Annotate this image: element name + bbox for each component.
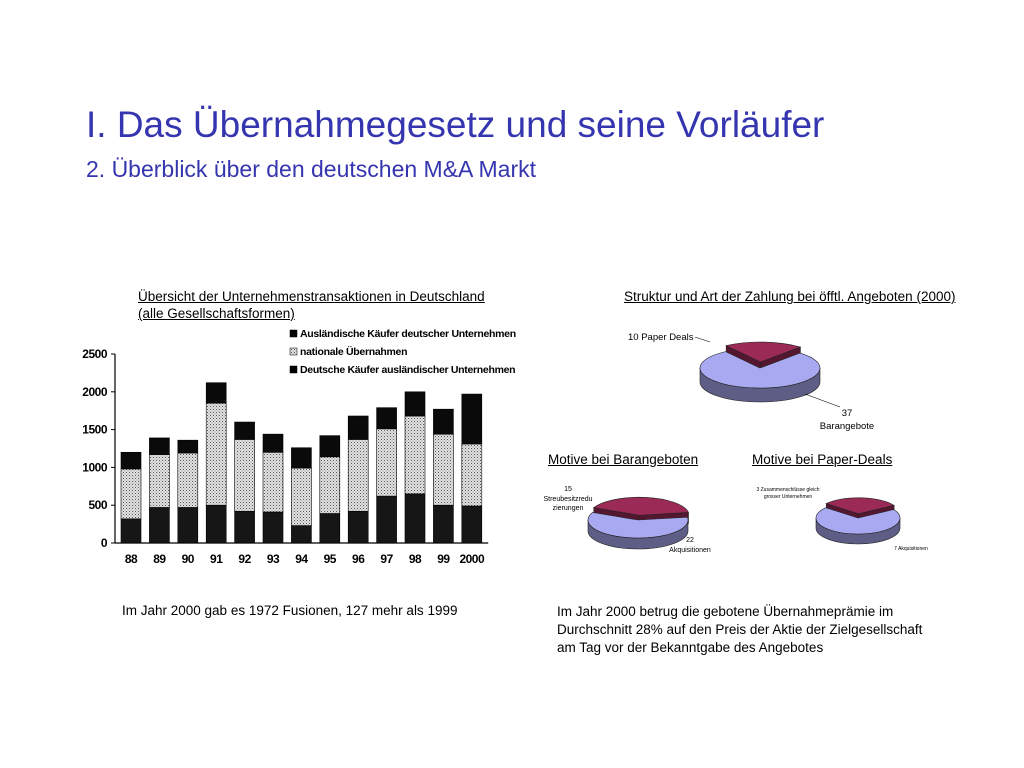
pie-slice-1: [587, 512, 689, 550]
legend-swatch: [289, 329, 298, 338]
premium-note: Im Jahr 2000 betrug die gebotene Übernah…: [557, 603, 922, 657]
x-tick-label: 95: [324, 552, 337, 566]
bar-segment-0: [149, 507, 170, 544]
pie-label: grosser Unternehmen: [764, 494, 813, 500]
pie-label: zierungen: [553, 505, 584, 512]
x-tick-label: 98: [409, 552, 422, 566]
pie-label: 22: [686, 537, 694, 544]
bar-segment-1: [177, 452, 199, 508]
bar-segment-2: [205, 382, 227, 404]
bar-segment-1: [262, 451, 284, 513]
slide-title: I. Das Übernahmegesetz und seine Vorläuf…: [86, 104, 825, 145]
x-tick-label: 97: [380, 552, 393, 566]
pie-label: 15: [564, 486, 572, 493]
x-tick-label: 99: [437, 552, 450, 566]
bar-segment-2: [177, 439, 199, 454]
y-tick-label: 1500: [82, 423, 108, 437]
payment-pie-chart: 10 Paper Deals 37 Barangebote: [628, 332, 874, 432]
paper-motives-title: Motive bei Paper-Deals: [752, 452, 893, 467]
bar-segment-0: [234, 510, 255, 544]
pie-label: Streubesitzredu: [543, 496, 592, 503]
bar-segment-2: [404, 391, 426, 417]
pie-label: Akquisitionen: [669, 547, 711, 554]
bar-segment-1: [433, 433, 454, 506]
bar-segment-2: [461, 393, 483, 445]
bar-segment-0: [205, 504, 227, 544]
bar-segment-2: [376, 407, 397, 430]
legend-label: nationale Übernahmen: [300, 345, 407, 358]
bar-chart-title: Übersicht der Unternehmenstransaktionen …: [138, 288, 485, 322]
x-tick-label: 91: [210, 552, 223, 566]
fusion-note: Im Jahr 2000 gab es 1972 Fusionen, 127 m…: [122, 603, 458, 618]
pie-label: Barangebote: [820, 421, 874, 432]
bar-segment-1: [234, 439, 255, 512]
bar-segment-0: [376, 495, 397, 544]
pie-label: 10 Paper Deals: [628, 332, 694, 343]
legend-swatch: [289, 347, 298, 356]
bar-segment-1: [205, 402, 227, 506]
bar-segment-1: [376, 428, 397, 497]
premium-note-line-1: Im Jahr 2000 betrug die gebotene Übernah…: [557, 604, 894, 619]
x-tick-label: 92: [238, 552, 251, 566]
legend-label: Ausländische Käufer deutscher Unternehme…: [300, 328, 516, 340]
bar-segment-1: [120, 468, 142, 520]
x-tick-label: 90: [182, 552, 195, 566]
legend-swatch: [289, 365, 298, 374]
bar-segment-1: [347, 439, 369, 512]
bar-segment-0: [291, 525, 312, 544]
bar-segment-2: [291, 447, 312, 469]
pie-slice-1: [815, 507, 901, 545]
bar-chart-title-line2: (alle Gesellschaftsformen): [138, 306, 295, 321]
x-tick-label: 94: [295, 552, 308, 566]
bar-segment-0: [262, 511, 284, 544]
premium-note-line-3: am Tag vor der Bekanntgabe des Angebotes: [557, 640, 824, 655]
y-tick-label: 1000: [82, 460, 108, 474]
bar-segment-1: [319, 456, 341, 514]
legend-label: Deutsche Käufer ausländischer Unternehme…: [300, 364, 515, 376]
bar-segment-2: [347, 415, 369, 440]
stacked-bar-chart: 0 500 1000 1500 2000 2500 88 89 90 91 92 93 94 95 96 97…: [82, 328, 516, 566]
y-tick-label: 2000: [82, 385, 108, 399]
bar-segment-0: [319, 513, 341, 544]
x-tick-label: 89: [153, 552, 166, 566]
slide-subtitle: 2. Überblick über den deutschen M&A Mark…: [86, 156, 537, 182]
cash-motives-title: Motive bei Barangeboten: [548, 452, 699, 467]
bar-segment-0: [404, 493, 426, 544]
bar-chart-title-line1: Übersicht der Unternehmenstransaktionen …: [138, 289, 485, 304]
bar-segment-1: [291, 467, 312, 526]
bar-segment-2: [319, 435, 341, 458]
x-tick-label: 2000: [459, 552, 485, 566]
pie-label: 3 Zusammenschlüsse gleich: [756, 487, 819, 493]
bar-segment-0: [347, 510, 369, 544]
pie-leader-line: [804, 393, 841, 408]
y-tick-label: 500: [88, 498, 107, 512]
bar-segment-1: [149, 454, 170, 508]
payment-chart-title: Struktur und Art der Zahlung bei öfftl. …: [624, 289, 956, 304]
x-tick-label: 88: [125, 552, 138, 566]
bar-segment-2: [234, 421, 255, 440]
cash-motives-pie-chart: 15 Streubesitzredu zierungen 22 Akquisitione…: [543, 486, 711, 554]
bar-segment-1: [404, 415, 426, 495]
bar-segment-0: [120, 518, 142, 544]
pie-leader-line: [694, 336, 711, 343]
bar-segment-1: [461, 443, 483, 507]
bar-segment-0: [433, 504, 454, 544]
premium-note-line-2: Durchschnitt 28% auf den Preis der Aktie…: [557, 622, 923, 637]
bar-segment-2: [120, 451, 142, 470]
bar-segment-2: [433, 408, 454, 435]
bar-segment-2: [262, 433, 284, 453]
y-tick-label: 0: [101, 536, 108, 550]
bar-segment-0: [461, 505, 483, 544]
pie-slice-1: [699, 351, 821, 403]
pie-label: 7 Akquisitionen: [894, 546, 928, 552]
pie-label: 37: [842, 408, 853, 419]
x-tick-label: 93: [267, 552, 280, 566]
x-tick-label: 96: [352, 552, 365, 566]
bar-segment-2: [149, 437, 170, 455]
y-tick-label: 2500: [82, 347, 108, 361]
bar-segment-0: [177, 507, 199, 544]
